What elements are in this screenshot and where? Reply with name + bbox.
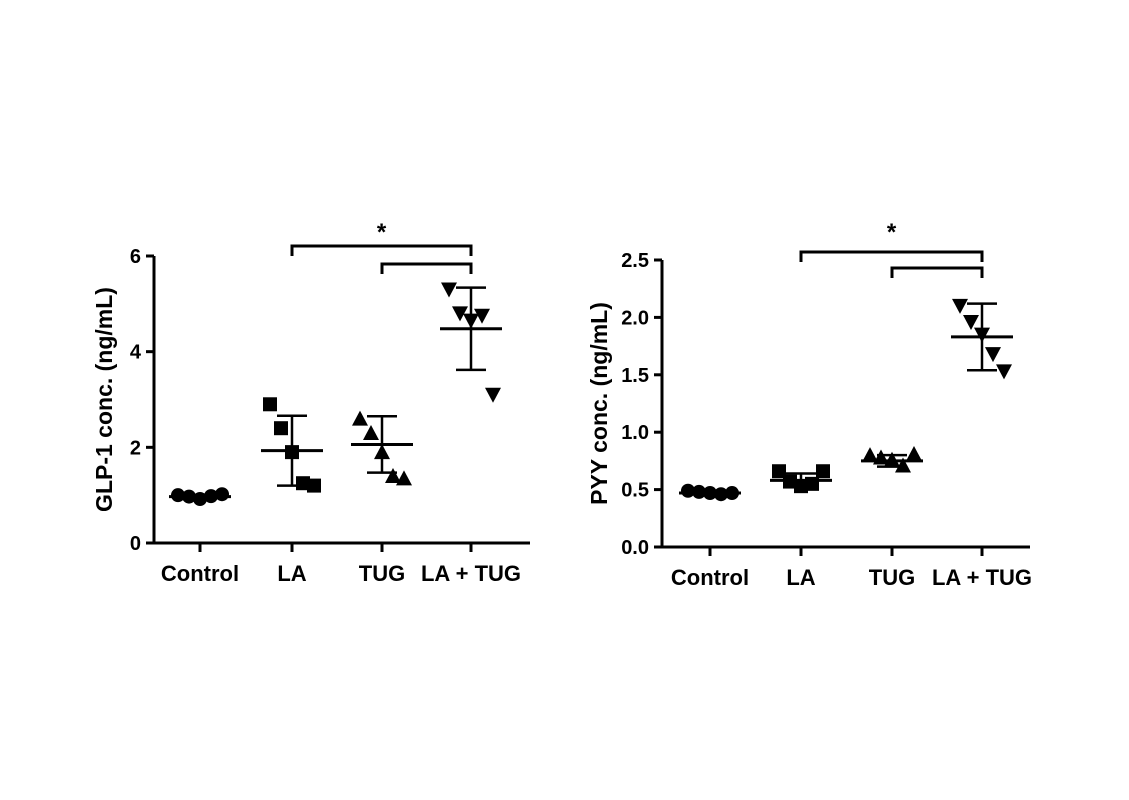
y-tick-label: 4 [130,342,142,364]
y-tick-label: 6 [130,246,141,268]
x-tick-label: LA [786,565,815,590]
y-axis-title: GLP-1 conc. (ng/mL) [91,287,117,512]
y-tick-label: 2 [130,437,141,459]
data-point [474,308,490,324]
x-tick-label: Control [671,565,749,590]
data-point [263,397,277,412]
x-tick-label: TUG [869,565,915,590]
significance-bracket [290,244,473,256]
data-point [352,410,368,426]
significance-bracket [799,250,984,262]
data-point [441,282,457,298]
data-point [985,347,1001,363]
data-point [396,470,412,486]
y-tick-label: 1.5 [621,365,649,387]
data-point [215,487,229,502]
pyy-chart: 0.0 0.5 1.0 1.5 2.0 2.5 PYY conc. (ng/mL) Contr… [586,219,1032,590]
data-point [385,468,401,484]
y-tick-label: 0 [130,533,141,555]
y-tick-label: 0.0 [621,537,649,559]
y-tick-label: 0.5 [621,480,649,502]
data-point [274,421,288,436]
data-point [895,457,911,473]
data-point [363,424,379,440]
y-axis-title: PYY conc. (ng/mL) [586,302,612,505]
data-point [452,306,468,322]
significance-star: * [377,219,387,246]
y-tick-label: 1.0 [621,422,649,444]
data-point [906,446,922,462]
x-tick-label: TUG [359,561,405,586]
data-point [307,478,321,493]
x-tick-label: LA + TUG [421,561,521,586]
x-tick-label: LA [277,561,306,586]
data-point [862,447,878,463]
data-point [996,364,1012,380]
glp1-chart: 0 2 4 6 GLP-1 conc. (ng/mL) Control LA TUG LA + … [91,219,530,586]
significance-bracket [890,266,984,278]
y-tick-label: 2.5 [621,250,649,272]
x-tick-label: LA + TUG [932,565,1032,590]
significance-star: * [887,219,897,246]
significance-bracket [380,262,473,274]
data-point [816,464,830,479]
x-tick-label: Control [161,561,239,586]
y-tick-label: 2.0 [621,307,649,329]
data-point [485,387,501,403]
data-point [772,464,786,479]
data-point [952,298,968,314]
data-point [963,314,979,330]
